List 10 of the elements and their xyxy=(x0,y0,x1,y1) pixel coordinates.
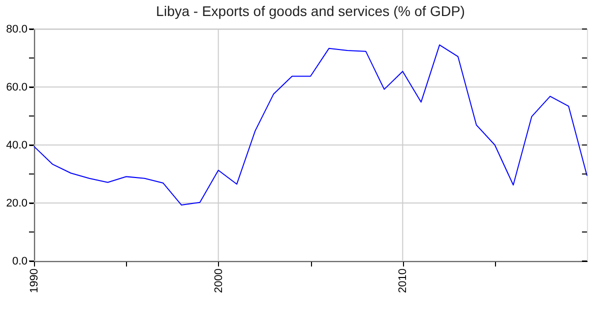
chart-title: Libya - Exports of goods and services (% of GDP) xyxy=(156,3,465,19)
x-tick-label: 1990 xyxy=(28,268,40,293)
x-tick-label: 2000 xyxy=(212,268,225,293)
line-series xyxy=(34,44,588,206)
y-tick-label: 0.0 xyxy=(12,256,28,268)
x-tick-label: 2010 xyxy=(397,268,410,293)
y-tick-label: 80.0 xyxy=(6,24,28,36)
y-tick-label: 60.0 xyxy=(6,82,28,94)
y-tick-label: 20.0 xyxy=(6,198,28,210)
y-tick-label: 40.0 xyxy=(6,140,28,152)
